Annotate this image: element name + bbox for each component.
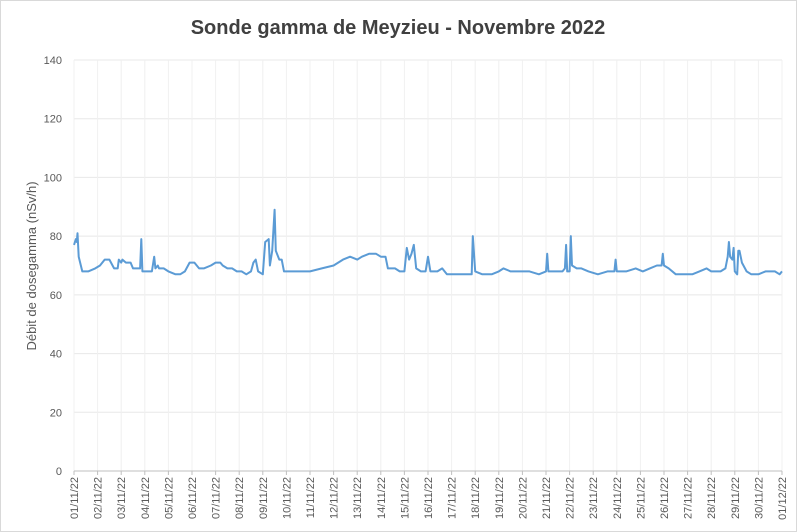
x-tick-label: 01/11/22 [69, 477, 81, 519]
x-tick-label: 27/11/22 [683, 477, 695, 519]
y-axis-label: Débit de dosegamma (nSv/h) [24, 181, 39, 350]
x-tick-label: 23/11/22 [588, 477, 600, 519]
x-tick-label: 29/11/22 [730, 477, 742, 519]
x-tick-label: 15/11/22 [399, 477, 411, 519]
y-tick-label: 20 [50, 407, 62, 419]
x-tick-label: 19/11/22 [494, 477, 506, 519]
y-tick-label: 140 [44, 55, 62, 67]
y-tick-label: 0 [56, 466, 62, 478]
x-tick-label: 03/11/22 [116, 477, 128, 519]
x-tick-label: 21/11/22 [541, 477, 553, 519]
x-tick-label: 05/11/22 [163, 477, 175, 519]
data-line [73, 208, 783, 276]
chart-title: Sonde gamma de Meyzieu - Novembre 2022 [191, 17, 606, 39]
y-tick-label: 80 [50, 231, 62, 243]
x-tick-label: 10/11/22 [281, 477, 293, 519]
y-tick-label: 40 [50, 349, 62, 361]
y-tick-label: 60 [50, 290, 62, 302]
x-tick-label: 14/11/22 [376, 477, 388, 519]
x-tick-label: 18/11/22 [470, 477, 482, 519]
y-tick-label: 120 [44, 114, 62, 126]
x-tick-label: 06/11/22 [187, 477, 199, 519]
x-tick-label: 24/11/22 [612, 477, 624, 519]
x-tick-label: 20/11/22 [517, 477, 529, 519]
y-tick-label: 100 [44, 172, 62, 184]
x-tick-label: 04/11/22 [140, 477, 152, 519]
x-tick-label: 01/12/22 [777, 477, 789, 520]
x-tick-label: 12/11/22 [329, 477, 341, 519]
x-tick-label: 09/11/22 [258, 477, 270, 519]
x-tick-label: 13/11/22 [352, 477, 364, 519]
x-tick-label: 17/11/22 [447, 477, 459, 519]
x-tick-label: 11/11/22 [305, 477, 317, 518]
x-tick-label: 25/11/22 [635, 477, 647, 519]
x-tick-label: 28/11/22 [706, 477, 718, 519]
x-tick-label: 16/11/22 [423, 477, 435, 519]
x-tick-label: 22/11/22 [565, 477, 577, 519]
x-tick-label: 02/11/22 [93, 477, 105, 519]
x-tick-label: 08/11/22 [234, 477, 246, 519]
x-tick-label: 07/11/22 [211, 477, 223, 519]
x-tick-label: 26/11/22 [659, 477, 671, 519]
x-tick-label: 30/11/22 [753, 477, 765, 519]
